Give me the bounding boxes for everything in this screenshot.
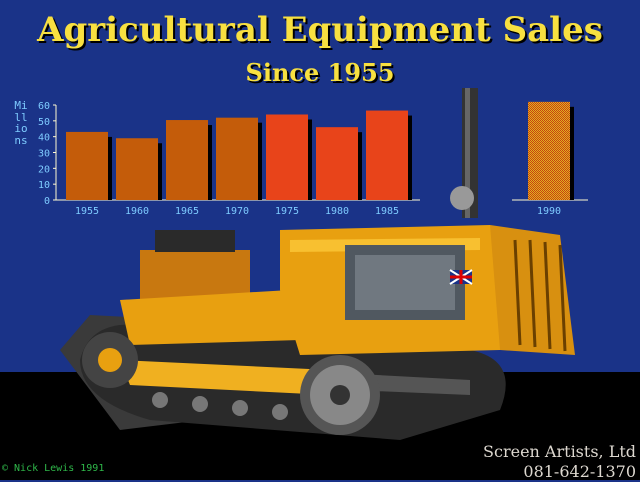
x-tick-label: 1965 (175, 206, 199, 217)
x-tick-label: 1985 (375, 206, 399, 217)
bar-1955 (66, 131, 108, 200)
page-subtitle: Since 1955 (245, 58, 395, 87)
air-cleaner (450, 186, 474, 210)
fuel-tank (140, 250, 250, 300)
bar-shadow (258, 122, 262, 200)
bar-chart: 0 10 20 30 40 50 60 1955 1960 1965 1970 1975 1980 198… (38, 101, 588, 217)
bar-shadow (358, 132, 362, 200)
x-tick-label: 1970 (225, 206, 249, 217)
bar-1985 (366, 110, 408, 200)
bar-shadow (208, 125, 212, 200)
seat (155, 230, 235, 252)
x-tick-label: 1955 (75, 206, 99, 217)
bar-1990 (528, 101, 570, 200)
y-tick-label: 10 (38, 180, 50, 191)
company-phone: 081-642-1370 (523, 462, 636, 481)
bar-1970 (216, 117, 258, 200)
bar-1960 (116, 138, 158, 200)
y-tick-label: 50 (38, 117, 50, 128)
y-tick-label: 30 (38, 149, 50, 160)
road-wheels (152, 392, 288, 420)
copyright-credit: © Nick Lewis 1991 (2, 463, 105, 474)
bar-shadow (108, 136, 112, 200)
y-tick-label: 0 (44, 196, 50, 207)
bar-shadow (408, 115, 412, 200)
bar-shadow (308, 119, 312, 200)
bar-1965 (166, 120, 208, 200)
bar-shadow (158, 143, 162, 200)
x-tick-label: 1975 (275, 206, 299, 217)
x-tick-label: 1990 (537, 206, 561, 217)
bar-1975 (266, 114, 308, 200)
track-frame (120, 360, 330, 395)
page-title: Agricultural Equipment Sales (37, 10, 603, 50)
company-info: Screen Artists, Ltd 081-642-1370 (483, 442, 636, 482)
y-tick-label: 40 (38, 133, 50, 144)
y-tick-label: 20 (38, 164, 50, 175)
x-tick-label: 1960 (125, 206, 149, 217)
y-axis-label: Millions (14, 99, 28, 147)
bar-1980 (316, 127, 358, 200)
company-name: Screen Artists, Ltd (483, 442, 636, 461)
bar-shadow (570, 106, 574, 200)
y-tick-label: 60 (38, 101, 50, 112)
x-tick-label: 1980 (325, 206, 349, 217)
